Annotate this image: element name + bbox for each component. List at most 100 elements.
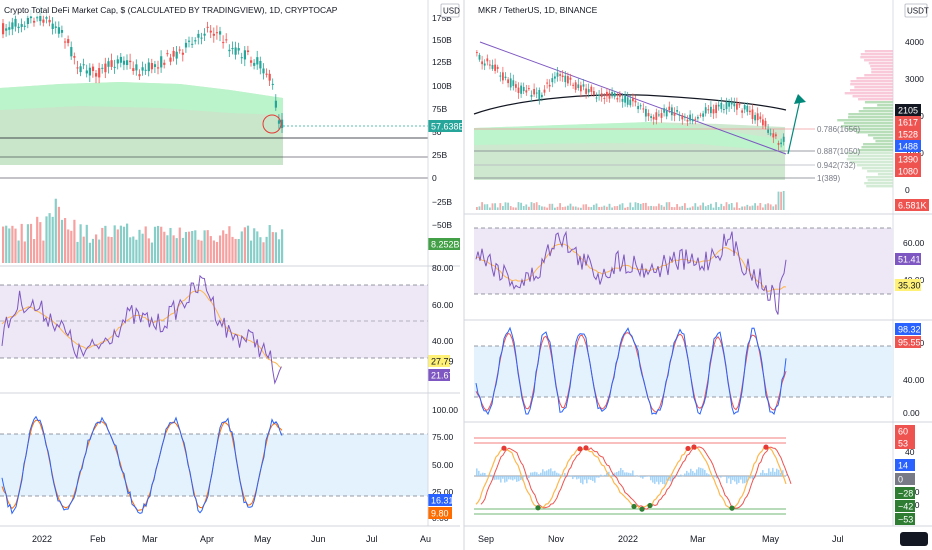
volume-bar	[780, 191, 782, 210]
candle-body	[116, 59, 119, 64]
left-rsi-band	[0, 285, 428, 358]
osc-hist-bar	[530, 472, 532, 476]
osc-hist-bar	[686, 470, 688, 476]
left-stoch-tick: 75.00	[432, 432, 454, 442]
left-price-tick: −25B	[432, 197, 452, 207]
profile-bar	[854, 86, 893, 89]
candle-body	[767, 129, 769, 133]
osc-hist-bar	[750, 476, 752, 479]
candle-body	[543, 89, 546, 93]
candle-body	[564, 75, 567, 83]
candle-body	[569, 77, 572, 80]
osc-hist-bar	[778, 469, 780, 476]
profile-bar	[856, 131, 893, 134]
volume-bar	[530, 202, 533, 210]
volume-bar	[707, 205, 710, 210]
candle-body	[756, 113, 759, 121]
volume-bar	[70, 230, 73, 263]
osc-hist-bar	[696, 469, 698, 476]
osc-hist-bar	[738, 476, 740, 483]
osc-hist-bar	[580, 476, 582, 483]
osc-hist-bar	[498, 476, 500, 480]
volume-bar	[725, 202, 728, 210]
volume-bar	[647, 206, 650, 210]
candle-body	[619, 93, 621, 97]
candle-body	[746, 105, 749, 112]
left-price-tick: 175B	[432, 13, 452, 23]
candle-body	[259, 60, 262, 69]
volume-bar	[736, 202, 738, 210]
candle-body	[621, 98, 624, 102]
osc-hist-bar	[588, 476, 590, 480]
profile-bar	[847, 155, 893, 158]
osc-hist-bar	[672, 476, 674, 481]
volume-bar	[756, 205, 759, 210]
left-rsi-tick: 60.00	[432, 300, 454, 310]
candle-body	[91, 66, 95, 72]
left-stoch-label-k: 16.31	[431, 496, 454, 506]
candle-body	[546, 82, 548, 84]
osc-hist-bar	[628, 472, 630, 476]
osc-hist-bar	[760, 472, 762, 476]
volume-bar	[215, 241, 219, 263]
left-mint-cloud	[0, 82, 283, 115]
right-price-label-bg	[895, 165, 921, 177]
osc-hist-bar	[632, 470, 634, 476]
osc-hist-bar	[666, 476, 668, 481]
osc-hist-bar	[688, 472, 690, 476]
left-price-tick: −50B	[432, 220, 452, 230]
candle-body	[178, 49, 181, 51]
volume-bar	[48, 213, 51, 263]
volume-bar	[231, 236, 234, 263]
profile-bar	[863, 143, 893, 146]
candle-body	[655, 112, 658, 120]
candle-body	[717, 104, 720, 107]
volume-bar	[556, 206, 559, 210]
volume-bar	[36, 216, 39, 263]
candle-body	[517, 87, 520, 94]
osc-hist-bar	[774, 471, 776, 476]
volume-bar	[107, 236, 110, 263]
volume-bar	[738, 207, 741, 210]
right-osc-label-bg	[895, 487, 915, 499]
profile-bar	[865, 176, 893, 179]
volume-bar	[613, 206, 616, 210]
volume-bar	[629, 202, 632, 210]
profile-bar	[850, 89, 893, 92]
osc-hist-bar	[746, 476, 748, 483]
volume-bar	[525, 204, 528, 210]
candle-body	[559, 74, 561, 76]
candle-body	[250, 60, 253, 63]
profile-bar	[864, 59, 893, 62]
candle-body	[548, 84, 551, 87]
volume-bar	[522, 206, 525, 210]
osc-buy-dot	[535, 505, 541, 511]
profile-bar	[860, 56, 893, 59]
right-xaxis-tick: Jul	[832, 534, 844, 544]
profile-bar	[858, 110, 893, 113]
candle-body	[704, 107, 707, 114]
osc-hist-bar	[550, 468, 552, 476]
left-rsi-tick: 80.00	[432, 263, 454, 273]
left-price-tick: 0	[432, 173, 437, 183]
volume-bar	[234, 238, 237, 263]
profile-bar	[852, 95, 893, 98]
volume-bar	[759, 203, 762, 210]
profile-bar	[871, 71, 893, 74]
candle-body	[135, 64, 138, 71]
profile-bar	[877, 173, 893, 176]
candle-body	[645, 108, 647, 117]
right-xaxis-tick: May	[762, 534, 780, 544]
left-price-tick: 150B	[432, 35, 452, 45]
candle-body	[237, 48, 240, 51]
candle-body	[528, 88, 530, 90]
volume-bar	[769, 204, 772, 210]
osc-histogram	[476, 467, 788, 485]
candle-body	[26, 17, 29, 25]
volume-bar	[228, 226, 231, 263]
candle-body	[2, 23, 5, 35]
volume-bar	[253, 228, 256, 263]
osc-hist-bar	[776, 468, 778, 476]
osc-hist-bar	[576, 476, 578, 480]
osc-hist-bar	[676, 474, 678, 476]
